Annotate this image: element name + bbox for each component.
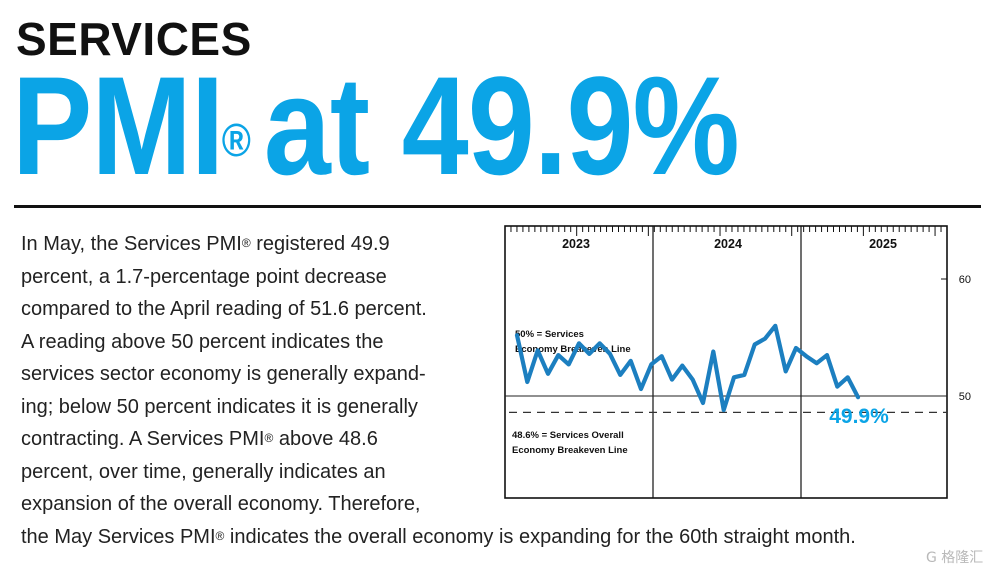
body-line-text: ing; below 50 percent indicates it is ge…	[21, 395, 418, 418]
body-line: services sector economy is generally exp…	[21, 358, 981, 391]
registered-mark: ®	[264, 431, 274, 445]
body-line-text: the May Services PMI	[21, 525, 216, 548]
body-line: In May, the Services PMI® registered 49.…	[21, 228, 981, 261]
body-line-text: services sector economy is generally exp…	[21, 363, 426, 385]
pmi-series-line	[514, 323, 861, 413]
breakeven-label: 50% = Services	[515, 329, 584, 340]
body-line-text: contracting. A Services PMI	[21, 428, 265, 450]
body-line: compared to the April reading of 51.6 pe…	[21, 293, 981, 326]
body-line: contracting. A Services PMI® above 48.6	[21, 423, 981, 456]
year-label: 2023	[562, 237, 590, 251]
body-line-text: In May, the Services PMI	[21, 233, 242, 255]
registered-mark: ®	[215, 528, 225, 543]
body-line-text: percent, a 1.7-percentage point decrease	[21, 265, 387, 288]
body-line: expansion of the overall economy. Theref…	[21, 488, 981, 521]
body-line-text: percent, over time, generally indicates …	[21, 460, 386, 483]
pmi-line-chart: 20232024202560504050% = ServicesEconomy …	[504, 225, 971, 499]
latest-value-callout: 49.9%	[829, 405, 889, 428]
breakeven-label: Economy Breakeven Line	[515, 344, 631, 355]
body-line: percent, over time, generally indicates …	[21, 456, 981, 489]
overall-breakeven-label: 48.6% = Services Overall	[512, 430, 624, 441]
body-line-text: registered 49.9	[250, 233, 390, 255]
body-line-text: compared to the April reading of 51.6 pe…	[21, 298, 427, 320]
overall-breakeven-label: Economy Breakeven Line	[512, 445, 628, 456]
y-tick-label: 50	[959, 391, 971, 403]
body-line-text: indicates the overall economy is expandi…	[224, 525, 856, 548]
body-line-text: A reading above 50 percent indicates the	[21, 330, 384, 353]
body-line: A reading above 50 percent indicates the	[21, 326, 981, 359]
headline-pmi: PMI®at 49.9%	[12, 56, 740, 196]
headline-pmi-text: PMI	[12, 47, 224, 204]
body-line: the May Services PMI® indicates the over…	[21, 521, 981, 554]
y-tick-label: 60	[959, 274, 971, 286]
body-line: ing; below 50 percent indicates it is ge…	[21, 391, 981, 424]
headline-services: SERVICES	[16, 13, 252, 65]
body-line-text: expansion of the overall economy. Theref…	[21, 493, 421, 515]
body-paragraph: In May, the Services PMI® registered 49.…	[21, 228, 981, 553]
year-label: 2024	[714, 237, 742, 251]
divider-rule	[14, 205, 981, 208]
watermark: G 格隆汇	[926, 550, 984, 566]
year-label: 2025	[869, 237, 897, 251]
headline-value: at 49.9%	[263, 47, 740, 204]
registered-mark: ®	[221, 114, 251, 166]
registered-mark: ®	[241, 236, 251, 250]
body-line: percent, a 1.7-percentage point decrease	[21, 261, 981, 294]
body-line-text: above 48.6	[273, 428, 378, 450]
